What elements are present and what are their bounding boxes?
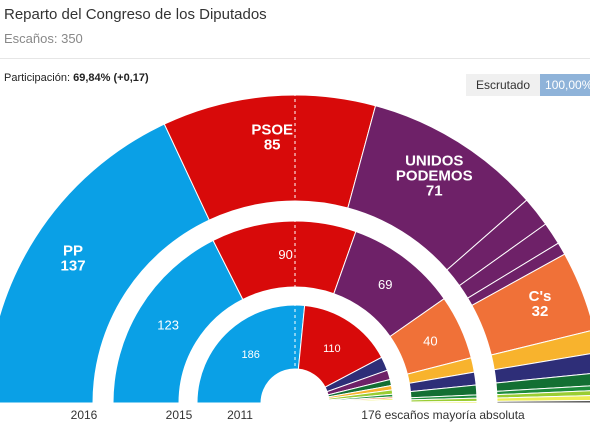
seat-segment-2016-13: [496, 400, 590, 404]
seat-value-2015-0: 123: [157, 317, 179, 332]
seat-segment-2011-1: [297, 304, 383, 388]
header-divider: [0, 58, 590, 59]
participation-line: Participación: 69,84% (+0,17): [4, 72, 149, 84]
seat-value-2011-1: 110: [323, 343, 341, 355]
party-label-2016-6-0: C's: [529, 288, 552, 305]
participation-delta: (+0,17): [113, 72, 149, 84]
seat-value-2015-1: 90: [278, 247, 292, 262]
year-label-2016: 2016: [71, 408, 98, 422]
seat-value-2016-6: 32: [532, 303, 549, 320]
ring-2015: 123 90 69 40: [112, 220, 478, 404]
page-title: Reparto del Congreso de los Diputados: [4, 6, 267, 23]
participation-label: Participación:: [4, 72, 71, 84]
seat-value-2015-2: 69: [378, 277, 392, 292]
seat-segment-2011-0: [196, 304, 306, 404]
year-label-2015: 2015: [166, 408, 193, 422]
seat-value-2016-2: 71: [426, 182, 443, 199]
party-label-2016-2-0: UNIDOS: [405, 152, 463, 169]
seat-segment-2015-9: [410, 400, 478, 404]
party-label-2016-0-0: PP: [63, 243, 83, 260]
ring-2011: 186 110: [196, 304, 394, 404]
scrutiny-label: Escrutado: [466, 74, 541, 96]
party-label-2016-2-1: PODEMOS: [396, 167, 473, 184]
year-label-2011: 2011: [227, 408, 253, 422]
party-label-2016-1-0: PSOE: [251, 122, 293, 139]
seat-value-2011-0: 186: [242, 349, 260, 361]
seat-segment-2011-12: [328, 401, 394, 404]
participation-value: 69,84%: [73, 72, 111, 84]
scrutiny-badge: Escrutado 100,00%: [466, 74, 590, 96]
seats-subtitle: Escaños: 350: [4, 31, 83, 46]
majority-label: 176 escaños mayoría absoluta: [361, 408, 525, 422]
seat-value-2016-0: 137: [61, 258, 86, 275]
seat-value-2016-1: 85: [264, 137, 281, 154]
scrutiny-value: 100,00%: [540, 74, 590, 96]
seat-value-2015-3: 40: [423, 333, 437, 348]
